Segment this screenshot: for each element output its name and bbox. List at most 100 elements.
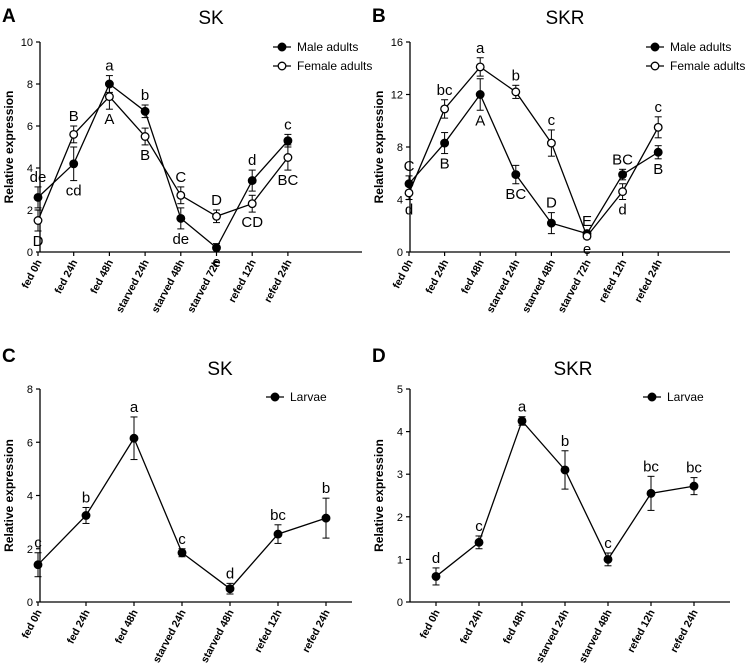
x-tick-label: refed 24h [300, 608, 333, 655]
y-tick-label: 2 [27, 205, 33, 217]
legend-label: Female adults [670, 59, 745, 73]
data-point [176, 213, 186, 223]
chart-title: SKR [553, 359, 592, 380]
chart-title: SK [207, 359, 233, 380]
panel-c: C SK 0 2 4 6 8 Relative expression fed 0h fed 24h… [2, 346, 352, 665]
data-point-open [440, 104, 450, 114]
significance-label: c [654, 99, 662, 116]
panel-b: B SKR 0 4 8 12 16 Relative expression fed 0h fed … [372, 6, 745, 315]
data-point [431, 571, 441, 581]
x-tick-label: fed 0h [391, 258, 416, 291]
x-tick-label: starved 48h [577, 608, 615, 664]
significance-label: BC [505, 186, 526, 203]
x-tick-label: starved 72h [556, 258, 594, 315]
data-point-open [582, 231, 592, 241]
y-axis-label: Relative expression [372, 91, 386, 204]
y-tick-label: 5 [397, 384, 403, 396]
significance-label: c [284, 116, 292, 133]
legend-label: Male adults [297, 40, 358, 54]
data-point [475, 90, 485, 99]
data-point [618, 170, 628, 180]
data-point [474, 537, 484, 547]
significance-label: bc [437, 82, 453, 99]
data-point [560, 465, 570, 475]
x-tick-label: starved 48h [149, 258, 187, 315]
significance-label: A [475, 112, 485, 129]
data-point [603, 554, 613, 564]
significance-label: b [141, 87, 149, 104]
legend-marker [277, 42, 287, 52]
y-axis-label: Relative expression [372, 439, 386, 552]
data-point-open [212, 211, 221, 221]
x-tick-label: refed 12h [226, 258, 259, 305]
significance-label: c [178, 531, 186, 548]
y-tick-label: 8 [27, 79, 33, 91]
x-tick-label: fed 24h [423, 258, 451, 296]
data-point [225, 584, 235, 594]
y-tick-label: 4 [397, 427, 403, 439]
y-tick-label: 1 [397, 554, 403, 566]
legend-label: Larvae [667, 390, 704, 404]
y-tick-label: 8 [27, 384, 33, 396]
data-point [33, 560, 43, 570]
data-point [273, 529, 283, 539]
x-tick-label: starved 24h [484, 258, 522, 315]
y-axis-label: Relative expression [2, 439, 16, 552]
legend-label: Female adults [297, 59, 372, 73]
data-point-open [140, 132, 150, 141]
x-tick-label: starved 24h [114, 258, 152, 315]
legend-label: Male adults [670, 40, 731, 54]
y-tick-label: 12 [391, 90, 403, 102]
panel-letter: C [2, 346, 16, 367]
significance-label: d [248, 152, 256, 169]
y-tick-label: 0 [397, 247, 403, 259]
x-tick-label: refed 12h [252, 608, 285, 655]
panel-a: A SK 0 2 4 6 8 10 Relative expression fed 0h fed 2… [2, 6, 372, 315]
panel-d: D SKR 0 1 2 3 4 5 Relative expression fed 0h fed 2… [372, 346, 730, 665]
significance-label: a [105, 58, 114, 75]
legend-label: Larvae [290, 390, 327, 404]
y-axis-label: Relative expression [2, 91, 16, 204]
x-tick-label: starved 48h [199, 608, 237, 664]
significance-label: d [432, 550, 440, 567]
y-tick-label: 16 [391, 37, 403, 49]
significance-label: B [653, 161, 663, 178]
data-point-open [104, 92, 114, 102]
significance-label: B [440, 156, 450, 173]
significance-label: D [546, 195, 557, 212]
data-point [283, 136, 293, 146]
x-tick-label: fed 48h [459, 258, 487, 296]
data-point [69, 159, 79, 169]
data-point-open [618, 187, 628, 197]
x-tick-label: fed 0h [418, 608, 443, 641]
significance-label: d [405, 202, 413, 219]
series-line [408, 66, 659, 238]
data-point [81, 511, 91, 520]
data-point [440, 138, 450, 148]
x-tick-label: starved 24h [151, 608, 189, 664]
data-point [689, 481, 699, 491]
significance-label: B [140, 147, 150, 164]
x-tick-label: refed 24h [632, 258, 665, 305]
data-point [129, 433, 139, 443]
x-tick-label: fed 24h [458, 608, 486, 646]
data-point [177, 548, 187, 558]
data-point [212, 243, 221, 253]
significance-label: c [604, 535, 612, 552]
significance-label: b [512, 67, 520, 84]
y-tick-label: 0 [397, 597, 403, 609]
data-point-open [546, 138, 556, 148]
data-point-open [283, 153, 293, 162]
data-point [653, 147, 663, 157]
y-tick-label: 6 [27, 121, 33, 133]
data-point-open [475, 62, 485, 72]
y-tick-label: 4 [27, 491, 33, 503]
data-point [33, 192, 43, 202]
x-tick-label: refed 24h [262, 258, 295, 305]
legend-marker [277, 61, 287, 71]
data-point-open [653, 122, 663, 132]
significance-label: c [475, 518, 483, 535]
data-point [511, 170, 521, 180]
panel-letter: B [372, 6, 386, 27]
panel-letter: A [2, 6, 16, 27]
